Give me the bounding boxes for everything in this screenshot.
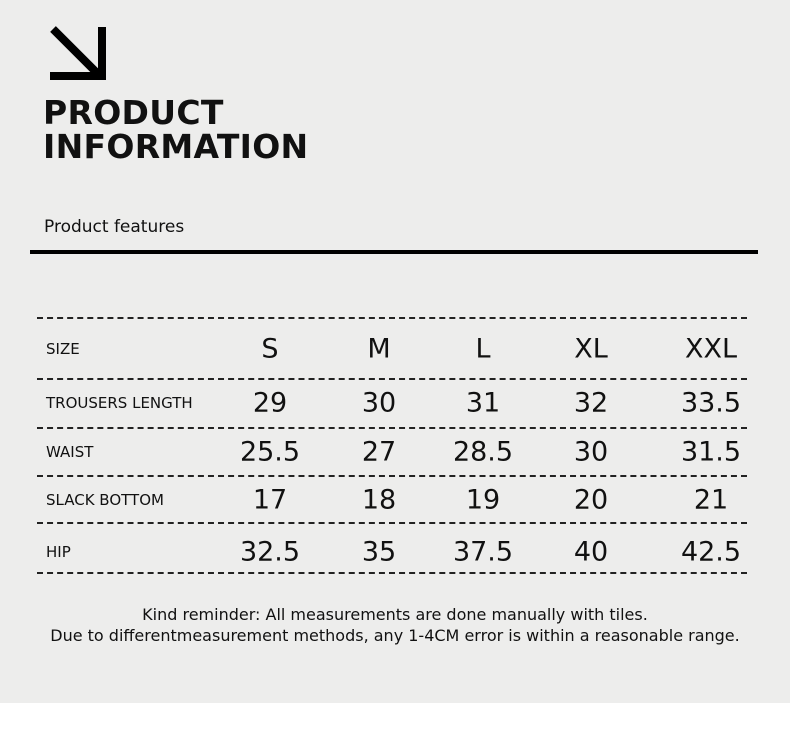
- table-cell: 30: [573, 436, 609, 468]
- row-label: WAIST: [46, 443, 94, 461]
- row-label: SLACK BOTTOM: [46, 491, 164, 509]
- table-cell: 20: [573, 484, 609, 516]
- reminder-line-2: Due to differentmeasurement methods, any…: [50, 626, 740, 645]
- table-cell: 32.5: [239, 536, 301, 568]
- table-cell: 28.5: [452, 436, 514, 468]
- row-divider: [37, 522, 747, 524]
- arrow-down-right-icon: [50, 26, 106, 80]
- table-cell: 32: [573, 387, 609, 419]
- product-info-panel: PRODUCT INFORMATION Product features SIZ…: [0, 0, 790, 703]
- row-divider: [37, 427, 747, 429]
- row-label: HIP: [46, 543, 71, 561]
- row-label: TROUSERS LENGTH: [46, 394, 193, 412]
- table-cell: 31: [465, 387, 501, 419]
- title-line-1: PRODUCT: [43, 93, 224, 132]
- table-cell: 35: [361, 536, 397, 568]
- row-divider: [37, 378, 747, 380]
- reminder-line-1: Kind reminder: All measurements are done…: [142, 605, 648, 624]
- page-title: PRODUCT INFORMATION: [43, 96, 308, 164]
- size-header-cell: XL: [574, 333, 608, 365]
- title-line-2: INFORMATION: [43, 127, 309, 166]
- table-cell: 27: [361, 436, 397, 468]
- table-cell: 17: [252, 484, 288, 516]
- header-cell: SIZE: [46, 340, 80, 358]
- table-cell: 40: [573, 536, 609, 568]
- table-cell: 21: [693, 484, 729, 516]
- table-cell: 31.5: [680, 436, 742, 468]
- size-header-cell: S: [261, 333, 279, 365]
- size-header-cell: XXL: [684, 333, 738, 365]
- table-cell: 42.5: [680, 536, 742, 568]
- table-cell: 25.5: [239, 436, 301, 468]
- row-divider: [37, 317, 747, 319]
- size-header-cell: M: [367, 333, 391, 365]
- table-cell: 19: [465, 484, 501, 516]
- table-cell: 30: [361, 387, 397, 419]
- table-cell: 18: [361, 484, 397, 516]
- subtitle: Product features: [44, 217, 185, 237]
- row-divider: [37, 475, 747, 477]
- table-cell: 33.5: [680, 387, 742, 419]
- row-divider: [37, 572, 747, 574]
- table-cell: 29: [252, 387, 288, 419]
- table-cell: 37.5: [452, 536, 514, 568]
- divider: [30, 250, 758, 254]
- size-header-cell: L: [475, 333, 491, 365]
